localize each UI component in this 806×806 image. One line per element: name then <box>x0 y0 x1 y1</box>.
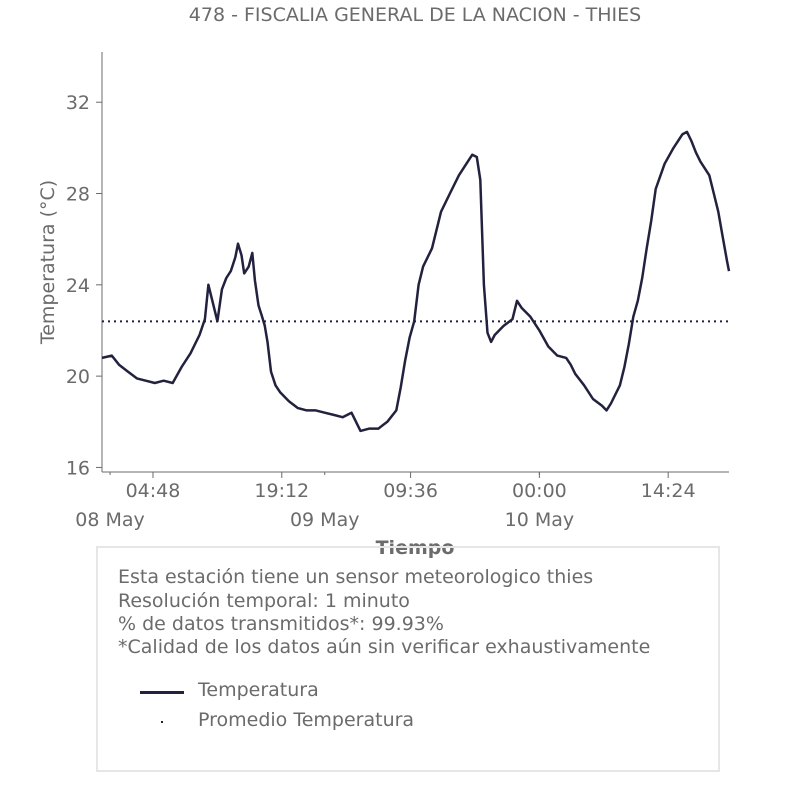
x-tick-label: 09:36 <box>383 480 438 502</box>
legend-temp-line <box>140 691 184 694</box>
y-tick-label: 32 <box>66 92 90 114</box>
chart-title: 478 - FISCALIA GENERAL DE LA NACION - TH… <box>189 4 641 26</box>
x-tick-label: 19:12 <box>254 480 309 502</box>
x-date-label: 08 May <box>75 509 145 531</box>
y-axis-label: Temperatura (°C) <box>37 180 59 345</box>
info-box: Esta estación tiene un sensor meteorolog… <box>96 546 720 772</box>
y-tick-label: 28 <box>66 184 90 206</box>
x-date-label: 10 May <box>505 509 575 531</box>
info-sensor: Esta estación tiene un sensor meteorolog… <box>118 566 594 588</box>
info-transmitted: % de datos transmitidos*: 99.93% <box>118 613 444 635</box>
x-tick-label: 14:24 <box>641 480 696 502</box>
info-quality-note: *Calidad de los datos aún sin verificar … <box>118 636 651 658</box>
legend-avg-dot <box>161 721 163 723</box>
x-tick-label: 00:00 <box>512 480 567 502</box>
y-tick-label: 24 <box>66 275 90 297</box>
x-date-label: 09 May <box>290 509 360 531</box>
legend-temp-label: Temperatura <box>198 679 319 701</box>
legend-avg-label: Promedio Temperatura <box>198 709 415 731</box>
x-axis-label: Tiempo <box>376 537 455 559</box>
series-line-temperatura <box>101 130 731 433</box>
x-tick-label: 04:48 <box>126 480 181 502</box>
y-tick-label: 16 <box>66 457 90 479</box>
y-tick-label: 20 <box>66 366 90 388</box>
info-resolution: Resolución temporal: 1 minuto <box>118 590 410 612</box>
